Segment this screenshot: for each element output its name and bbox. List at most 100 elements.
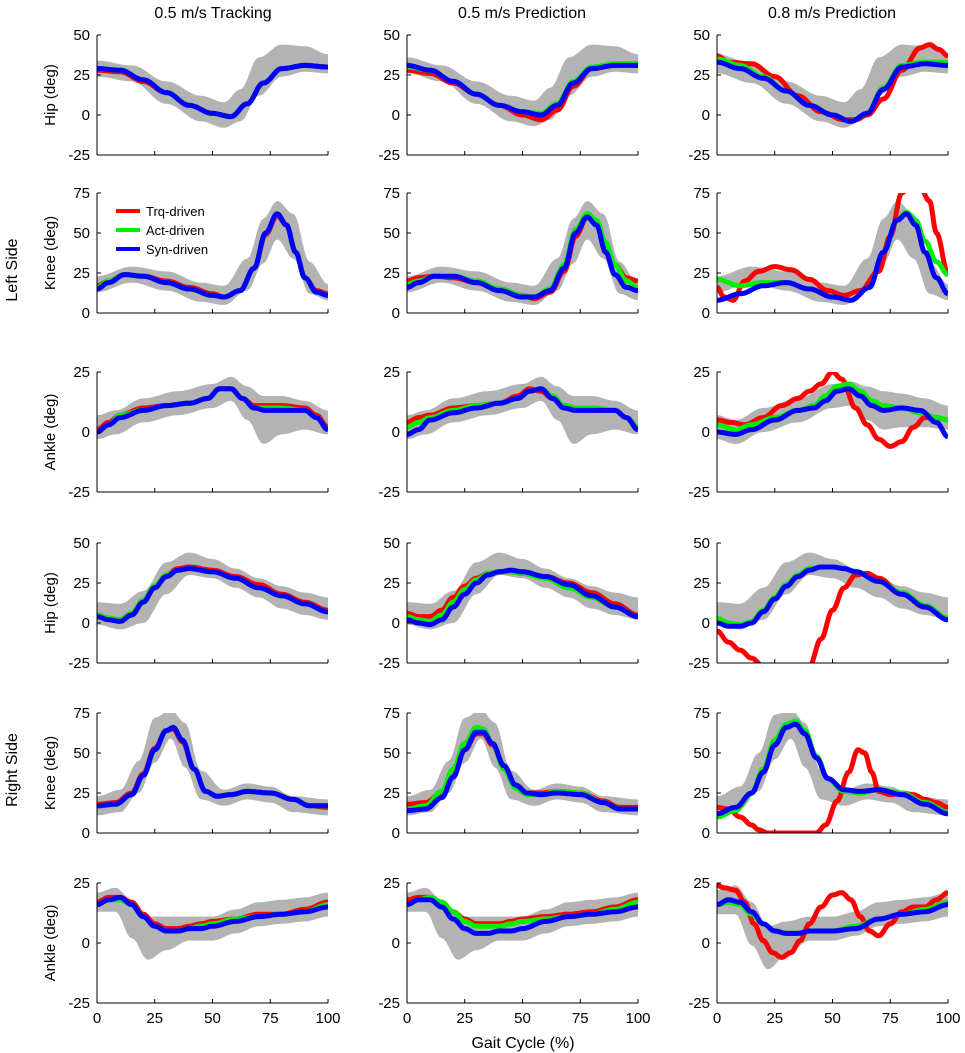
y-tick-label: -25 [68, 147, 90, 164]
y-tick-label: 25 [383, 67, 400, 84]
x-tick-label: 75 [882, 1010, 899, 1027]
syn-driven-line [407, 62, 638, 118]
y-axis-label: Hip (deg) [42, 64, 59, 126]
panel-r0-c1: -25 0 25 50 [378, 27, 639, 164]
y-tick-label: 25 [383, 364, 400, 381]
variability-band [97, 552, 328, 630]
y-tick-label: 75 [693, 705, 710, 722]
y-tick-label: -25 [68, 655, 90, 672]
y-tick-label: 75 [383, 705, 400, 722]
y-tick-label: -25 [68, 995, 90, 1012]
panel-r4-c0: 0 25 50 75 Knee (deg) [42, 705, 329, 842]
y-tick-label: 75 [73, 705, 90, 722]
y-tick-label: 75 [693, 185, 710, 202]
y-tick-label: 50 [73, 27, 90, 44]
x-tick-label: 75 [572, 1010, 589, 1027]
panel-r3-c1: -25 0 25 50 [378, 535, 639, 672]
y-tick-label: 50 [73, 745, 90, 762]
legend-label-syn: Syn-driven [146, 242, 208, 257]
y-tick-label: 0 [82, 825, 90, 842]
y-tick-label: 0 [392, 424, 400, 441]
y-tick-label: 25 [693, 67, 710, 84]
panel-r2-c1: -25 0 25 [378, 364, 639, 501]
syn-driven-line [407, 729, 638, 814]
column-title-prediction-05: 0.5 m/s Prediction [458, 5, 586, 22]
y-tick-label: 0 [702, 424, 710, 441]
syn-driven-line [97, 566, 328, 624]
syn-driven-line [97, 62, 328, 120]
x-tick-label: 50 [204, 1010, 221, 1027]
y-tick-label: 25 [73, 875, 90, 892]
y-tick-label: 0 [392, 825, 400, 842]
y-tick-label: 0 [82, 424, 90, 441]
legend-label-trq: Trq-driven [146, 204, 205, 219]
y-axis-label: Knee (deg) [42, 216, 59, 290]
panel-r3-c0: -25 0 25 50 Hip (deg) [42, 535, 329, 672]
y-tick-label: 0 [82, 615, 90, 632]
variability-band [717, 201, 948, 305]
syn-driven-line [717, 386, 948, 440]
y-tick-label: 25 [693, 875, 710, 892]
y-tick-label: 50 [73, 225, 90, 242]
x-tick-label: 100 [315, 1010, 340, 1027]
y-tick-label: 25 [73, 785, 90, 802]
y-tick-label: 50 [73, 535, 90, 552]
y-tick-label: 50 [693, 27, 710, 44]
x-tick-label: 25 [146, 1010, 163, 1027]
syn-driven-line [717, 59, 948, 124]
y-tick-label: 75 [73, 185, 90, 202]
y-tick-label: 0 [702, 935, 710, 952]
variability-band [717, 44, 948, 128]
trq-driven-line [717, 193, 948, 303]
y-tick-label: 0 [392, 107, 400, 124]
y-tick-label: 50 [383, 225, 400, 242]
y-tick-label: 0 [392, 935, 400, 952]
syn-driven-line [97, 211, 328, 300]
column-title-prediction-08: 0.8 m/s Prediction [768, 5, 896, 22]
y-tick-label: 50 [693, 225, 710, 242]
syn-driven-line [407, 567, 638, 628]
variability-band [717, 381, 948, 444]
side-label-left: Left Side [4, 238, 21, 301]
y-tick-label: -25 [688, 655, 710, 672]
x-tick-label: 25 [766, 1010, 783, 1027]
panel-r1-c2: 0 25 50 75 [693, 185, 949, 322]
x-tick-label: 0 [93, 1010, 101, 1027]
syn-driven-line [97, 724, 328, 809]
x-tick-label: 25 [456, 1010, 473, 1027]
y-tick-label: 50 [383, 535, 400, 552]
variability-band [407, 376, 638, 444]
y-tick-label: 50 [383, 27, 400, 44]
syn-driven-line [407, 897, 638, 936]
x-tick-label: 0 [713, 1010, 721, 1027]
y-tick-label: -25 [378, 655, 400, 672]
syn-driven-line [717, 564, 948, 629]
syn-driven-line [717, 721, 948, 817]
y-tick-label: -25 [68, 484, 90, 501]
y-tick-label: 25 [73, 575, 90, 592]
x-tick-label: 75 [262, 1010, 279, 1027]
y-tick-label: 50 [693, 745, 710, 762]
y-tick-label: 0 [392, 305, 400, 322]
y-tick-label: 25 [73, 364, 90, 381]
y-tick-label: 0 [702, 305, 710, 322]
syn-driven-line [97, 386, 328, 435]
panel-r3-c2: -25 0 25 50 [688, 535, 949, 672]
y-tick-label: 0 [702, 825, 710, 842]
column-title-tracking-05: 0.5 m/s Tracking [154, 5, 271, 22]
syn-driven-line [717, 211, 948, 303]
panel-r2-c2: -25 0 25 [688, 364, 949, 501]
trq-driven-line [717, 883, 948, 960]
syn-driven-line [407, 214, 638, 300]
syn-driven-line [717, 897, 948, 936]
y-tick-label: 25 [73, 265, 90, 282]
column-titles: 0.5 m/s Tracking 0.5 m/s Prediction 0.8 … [154, 5, 896, 22]
y-tick-label: -25 [378, 484, 400, 501]
x-axis-label: Gait Cycle (%) [471, 1035, 574, 1052]
y-tick-label: 25 [693, 785, 710, 802]
syn-driven-line [97, 894, 328, 934]
legend-label-act: Act-driven [146, 223, 205, 238]
y-tick-label: -25 [378, 147, 400, 164]
